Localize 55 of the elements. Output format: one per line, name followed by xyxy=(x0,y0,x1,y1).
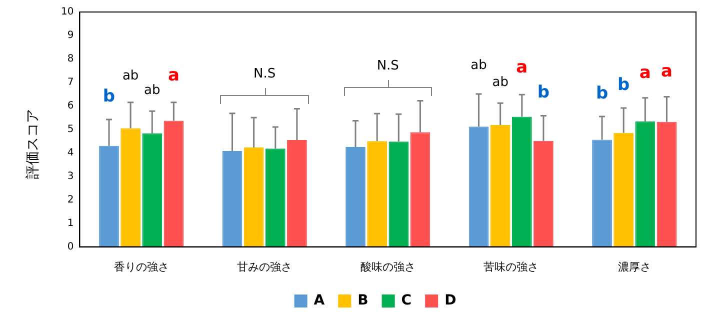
annotation: b xyxy=(596,83,608,104)
annotation: b xyxy=(537,82,550,103)
x-tick-label: 苦味の強さ xyxy=(484,260,539,274)
legend-label: B xyxy=(358,292,368,309)
legend-label: C xyxy=(401,292,412,309)
x-tick-label: 香りの強さ xyxy=(114,260,169,274)
y-axis-title: 評価スコア xyxy=(24,108,42,181)
bar xyxy=(490,124,510,247)
y-tick-label: 7 xyxy=(67,77,74,88)
bar xyxy=(656,122,677,247)
bar xyxy=(468,126,489,247)
y-tick-label: 9 xyxy=(67,30,74,42)
bar xyxy=(512,116,532,247)
annotation: N.S xyxy=(254,66,276,82)
annotation: ab xyxy=(470,58,487,73)
y-tick-label: 4 xyxy=(67,147,74,158)
bar xyxy=(222,151,242,247)
y-tick-label: 10 xyxy=(60,6,74,18)
bar xyxy=(367,141,387,247)
bar xyxy=(410,132,430,247)
y-tick-label: 5 xyxy=(67,124,74,135)
bar xyxy=(99,146,119,247)
x-tick-label: 濃厚さ xyxy=(618,260,651,274)
legend-label: A xyxy=(314,292,325,309)
annotation: b xyxy=(618,74,630,95)
bar xyxy=(164,120,184,247)
bar xyxy=(265,148,286,247)
annotation: ab xyxy=(122,68,139,84)
x-tick-label: 酸味の強さ xyxy=(360,260,416,274)
annotation: a xyxy=(516,58,528,78)
bar xyxy=(635,121,656,247)
annotation: ab xyxy=(144,82,160,98)
y-tick-label: 2 xyxy=(67,194,74,206)
annotation: a xyxy=(639,62,651,83)
y-tick-label: 6 xyxy=(67,100,74,112)
bar xyxy=(346,147,366,247)
legend-label: D xyxy=(444,292,456,309)
x-tick-label: 甘みの強さ xyxy=(237,260,292,274)
annotation: N.S xyxy=(376,58,399,74)
y-tick-label: 1 xyxy=(67,218,74,229)
bar xyxy=(142,133,162,247)
annotation: ab xyxy=(492,74,508,90)
annotation: b xyxy=(102,86,116,106)
bar xyxy=(592,140,612,247)
bar xyxy=(120,128,140,247)
bar xyxy=(244,147,264,247)
bar xyxy=(614,132,634,247)
y-tick-label: 0 xyxy=(67,241,74,252)
annotation: a xyxy=(168,65,180,86)
annotation: a xyxy=(660,62,672,82)
bar xyxy=(534,140,554,247)
y-tick-label: 3 xyxy=(67,170,74,182)
bar xyxy=(388,142,409,247)
y-tick-label: 8 xyxy=(67,54,74,65)
bar xyxy=(287,140,307,247)
